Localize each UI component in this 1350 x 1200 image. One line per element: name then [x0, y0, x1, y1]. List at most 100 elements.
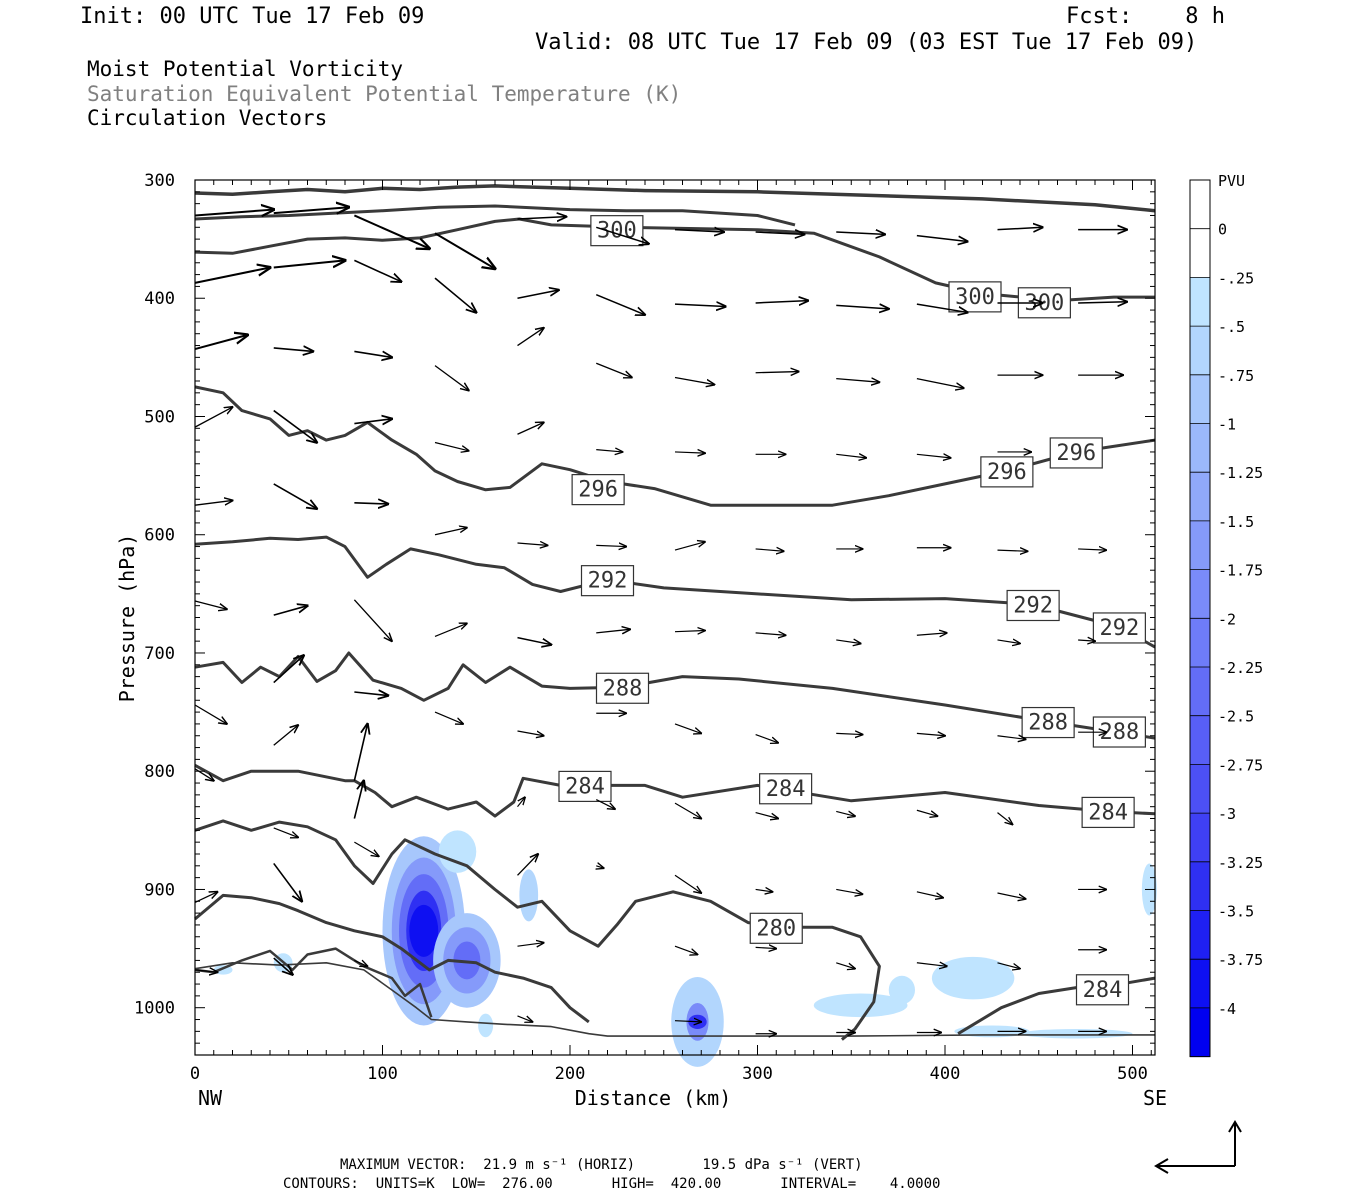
y-tick-label: 700	[144, 644, 175, 664]
colorbar-label: -.5	[1218, 318, 1245, 336]
circulation-vector	[755, 232, 805, 234]
theta-es-contour-280	[194, 819, 881, 1041]
colorbar-label: -3.5	[1218, 903, 1254, 921]
colorbar-segment	[1190, 1007, 1210, 1058]
circulation-vector	[354, 351, 392, 357]
colorbar-label: -1.5	[1218, 513, 1254, 531]
colorbar-segment	[1190, 569, 1210, 619]
circulation-vector	[916, 809, 938, 816]
circulation-vector	[674, 376, 714, 384]
pv-region	[888, 975, 915, 1005]
colorbar-segment	[1190, 228, 1210, 278]
circulation-vector	[674, 230, 724, 232]
circulation-vector	[517, 290, 559, 299]
colorbar-segment	[1190, 277, 1210, 327]
colorbar-segment	[1190, 520, 1210, 571]
contour-label-box	[590, 215, 644, 247]
circulation-vector	[674, 304, 726, 306]
circulation-vector	[916, 891, 943, 898]
contour-label-text: 296	[987, 460, 1027, 485]
circulation-vector	[755, 812, 779, 819]
contour-label-text: 280	[756, 916, 796, 941]
colorbar-segment	[1190, 180, 1210, 230]
pv-region	[931, 956, 1015, 1000]
circulation-vector	[674, 452, 705, 453]
colorbar-segment	[1190, 715, 1210, 765]
circulation-vector	[595, 799, 615, 809]
circulation-vector	[517, 543, 548, 545]
axes-frame: 0 100 200 300 400 500 300 400 500 600 700 800 900 100…	[115, 171, 1167, 1110]
contour-label-box	[1049, 437, 1103, 469]
circulation-vector	[836, 232, 885, 234]
circulation-vector	[916, 378, 964, 388]
circulation-vector	[194, 335, 248, 351]
circulation-vector	[997, 892, 1026, 899]
circulation-vector	[596, 450, 622, 452]
circulation-vector	[353, 724, 367, 781]
circulation-vector	[194, 268, 270, 284]
circulation-vector	[997, 227, 1043, 229]
forecast-hour-header: Fcst: 8 h	[1066, 4, 1225, 29]
circulation-vector	[353, 781, 363, 819]
circulation-vector	[674, 631, 705, 632]
contour-label-box	[1021, 706, 1075, 739]
theta-es-contour-284	[194, 763, 1156, 818]
theta-es-contour-292	[194, 535, 1156, 649]
contour-label: 292	[580, 565, 635, 597]
y-tick-label: 500	[144, 407, 175, 427]
contour-label-text: 292	[1013, 593, 1053, 618]
circulation-vector	[434, 365, 469, 391]
colorbar-label: -.75	[1218, 367, 1254, 385]
circulation-vector	[273, 207, 349, 213]
circulation-vector	[194, 704, 227, 724]
circulation-vector	[755, 947, 777, 948]
contour-label-text: 292	[1100, 616, 1140, 641]
contour-label-box	[759, 773, 813, 805]
circulation-vector	[755, 301, 809, 303]
circulation-vector	[674, 945, 698, 954]
contour-label: 296	[980, 456, 1034, 488]
circulation-vector	[354, 960, 367, 966]
colorbar-segment	[1190, 813, 1210, 863]
pv-region	[519, 869, 539, 922]
colorbar-label: -2	[1218, 610, 1236, 628]
circulation-vector	[354, 259, 401, 281]
circulation-vector	[194, 500, 233, 506]
contour-label: 296	[1049, 437, 1103, 469]
colorbar-segment	[1190, 326, 1210, 376]
contour-label-box	[980, 456, 1034, 488]
circulation-vector	[517, 1015, 533, 1022]
circulation-vector	[517, 217, 567, 219]
circulation-vector	[194, 600, 227, 609]
contour-label-box	[571, 474, 625, 506]
y-tick-label: 900	[144, 880, 175, 900]
contour-label-text: 296	[578, 478, 618, 503]
contour-label: 292	[1092, 612, 1146, 644]
circulation-vector	[194, 970, 218, 972]
y-tick-label: 800	[144, 762, 175, 782]
circulation-vector	[517, 854, 539, 876]
circulation-vector	[194, 210, 274, 216]
colorbar-segment	[1190, 472, 1210, 522]
pv-shading-layer	[213, 830, 1157, 1067]
circulation-vector	[596, 629, 630, 633]
circulation-vector	[836, 640, 860, 644]
circulation-vector	[755, 633, 786, 635]
contour-label: 284	[759, 773, 813, 805]
x-tick-label: 100	[367, 1064, 398, 1084]
y-tick-label: 600	[144, 526, 175, 546]
circulation-vector	[194, 407, 233, 428]
y-tick-label: 300	[144, 171, 175, 191]
x-tick-label: 0	[190, 1064, 200, 1084]
circulation-vector	[596, 226, 649, 244]
circulation-vector	[434, 528, 467, 536]
circulation-vector	[273, 655, 304, 684]
circulation-vector	[755, 889, 773, 891]
contours-footer: CONTOURS: UNITS=K LOW= 276.00 HIGH= 420.…	[283, 1176, 941, 1192]
circulation-vector	[517, 422, 544, 435]
colorbar-label: -1.75	[1218, 562, 1263, 580]
circulation-vector	[916, 303, 968, 312]
circulation-vector	[434, 441, 469, 451]
init-time-header: Init: 00 UTC Tue 17 Feb 09	[80, 4, 425, 29]
contour-label-text: 288	[603, 676, 643, 701]
